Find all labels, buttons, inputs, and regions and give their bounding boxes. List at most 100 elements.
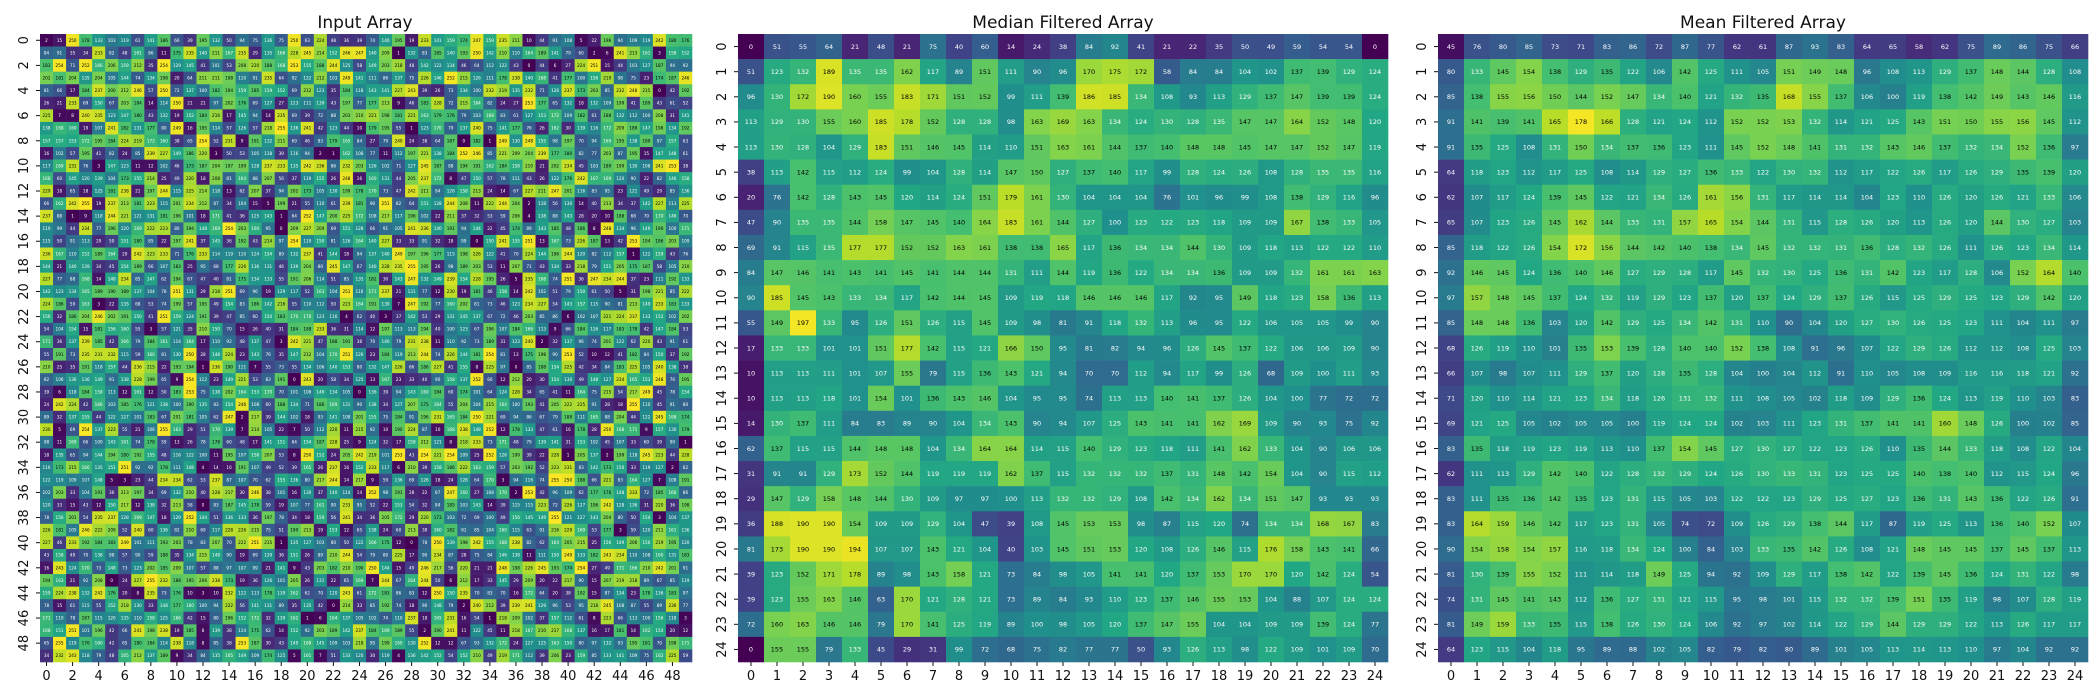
cell-value-label: 4	[345, 314, 348, 319]
cell-value-label: 119	[681, 578, 689, 583]
heatmap-cell	[339, 71, 354, 85]
cell-value-label: 198	[642, 289, 650, 294]
cell-value-label: 169	[56, 163, 64, 168]
cell-value-label: 55	[279, 276, 285, 281]
cell-value-label: 41	[448, 364, 454, 369]
cell-value-label: 235	[147, 590, 155, 595]
cell-value-label: 18	[344, 251, 350, 256]
heatmap-cell	[548, 121, 562, 135]
cell-value-label: 16	[44, 565, 50, 570]
cell-value-label: 157	[551, 616, 559, 621]
heatmap-cell	[196, 71, 210, 85]
cell-value-label: 159	[316, 515, 324, 520]
cell-value-label: 205	[616, 264, 624, 269]
cell-value-label: 39	[500, 503, 506, 508]
cell-value-label: 171	[629, 427, 637, 432]
cell-value-label: 71	[70, 63, 76, 68]
cell-value-label: 177	[369, 101, 377, 106]
heatmap-cell	[339, 84, 354, 98]
cell-value-label: 36	[239, 214, 245, 219]
cell-value-label: 150	[212, 327, 220, 332]
cell-value-label: 115	[173, 189, 181, 194]
cell-value-label: 88	[213, 565, 219, 570]
cell-value-label: 165	[121, 653, 129, 658]
cell-value-label: 232	[486, 88, 494, 93]
cell-value-label: 188	[173, 578, 181, 583]
cell-value-label: 233	[160, 251, 168, 256]
heatmap-cells: 2 15 250 178 133 103 119 61 141 186 66 39 195 132 50 94…	[40, 34, 693, 663]
heatmap-cell	[183, 34, 197, 47]
cell-value-label: 62	[631, 339, 637, 344]
cell-value-label: 102	[382, 163, 390, 168]
cell-value-label: 246	[681, 75, 689, 80]
cell-value-label: 116	[355, 289, 363, 294]
cell-value-label: 217	[382, 214, 390, 219]
cell-value-label: 137	[395, 75, 403, 80]
heatmap-cell	[561, 59, 575, 72]
cell-value-label: 247	[355, 50, 363, 55]
cell-value-label: 132	[82, 590, 90, 595]
cell-value-label: 158	[251, 452, 259, 457]
cell-value-label: 143	[369, 88, 377, 93]
cell-value-label: 79	[448, 126, 454, 131]
cell-value-label: 97	[683, 590, 689, 595]
cell-value-label: 221	[603, 477, 611, 482]
cell-value-label: 1	[684, 440, 687, 445]
cell-value-label: 44	[70, 226, 76, 231]
cell-value-label: 209	[512, 616, 520, 621]
cell-value-label: 232	[108, 352, 116, 357]
cell-value-label: 213	[303, 528, 311, 533]
cell-value-label: 166	[369, 540, 377, 545]
cell-value-label: 74	[161, 302, 167, 307]
heatmap-cell	[600, 84, 615, 98]
cell-value-label: 36	[670, 503, 676, 508]
cell-value-label: 104	[473, 402, 481, 407]
cell-value-label: 178	[264, 590, 272, 595]
cell-value-label: 215	[603, 389, 611, 394]
cell-value-label: 79	[383, 138, 389, 143]
heatmap-cell	[170, 46, 184, 60]
heatmap-cell	[183, 121, 197, 135]
cell-value-label: 147	[316, 214, 324, 219]
heatmap-cell	[287, 109, 302, 123]
cell-value-label: 8	[293, 452, 296, 457]
cell-value-label: 111	[173, 465, 181, 470]
cell-value-label: 36	[57, 339, 63, 344]
cell-value-label: 39	[213, 314, 219, 319]
cell-value-label: 60	[644, 440, 650, 445]
cell-value-label: 155	[303, 63, 311, 68]
cell-value-label: 215	[264, 540, 272, 545]
cell-value-label: 89	[318, 553, 324, 558]
cell-value-label: 55	[305, 201, 311, 206]
cell-value-label: 69	[292, 138, 298, 143]
cell-value-label: 125	[277, 653, 285, 658]
cell-value-label: 74	[396, 603, 402, 608]
cell-value-label: 241	[408, 226, 416, 231]
cell-value-label: 168	[538, 75, 546, 80]
cell-value-label: 137	[147, 653, 155, 658]
cell-value-label: 27	[592, 565, 598, 570]
cell-value-label: 10	[605, 214, 611, 219]
heatmap-cell	[470, 46, 484, 60]
cell-value-label: 148	[95, 477, 103, 482]
cell-value-label: 235	[95, 113, 103, 118]
cell-value-label: 103	[473, 113, 481, 118]
cell-value-label: 79	[461, 113, 467, 118]
heatmap-cell	[392, 59, 406, 72]
heatmap-cell	[418, 34, 432, 47]
cell-value-label: 120	[642, 528, 650, 533]
cell-value-label: 146	[434, 75, 442, 80]
cell-value-label: 141	[277, 565, 285, 570]
cell-value-label: 146	[668, 214, 676, 219]
cell-value-label: 233	[369, 465, 377, 470]
heatmap-cell	[261, 71, 276, 85]
cell-value-label: 198	[460, 540, 468, 545]
cell-value-label: 63	[526, 528, 532, 533]
cell-value-label: 69	[83, 101, 89, 106]
cell-value-label: 85	[135, 151, 141, 156]
cell-value-label: 104	[147, 289, 155, 294]
cell-value-label: 173	[434, 515, 442, 520]
cell-value-label: 85	[670, 289, 676, 294]
heatmap-cell	[196, 109, 210, 123]
cell-value-label: 151	[108, 465, 116, 470]
